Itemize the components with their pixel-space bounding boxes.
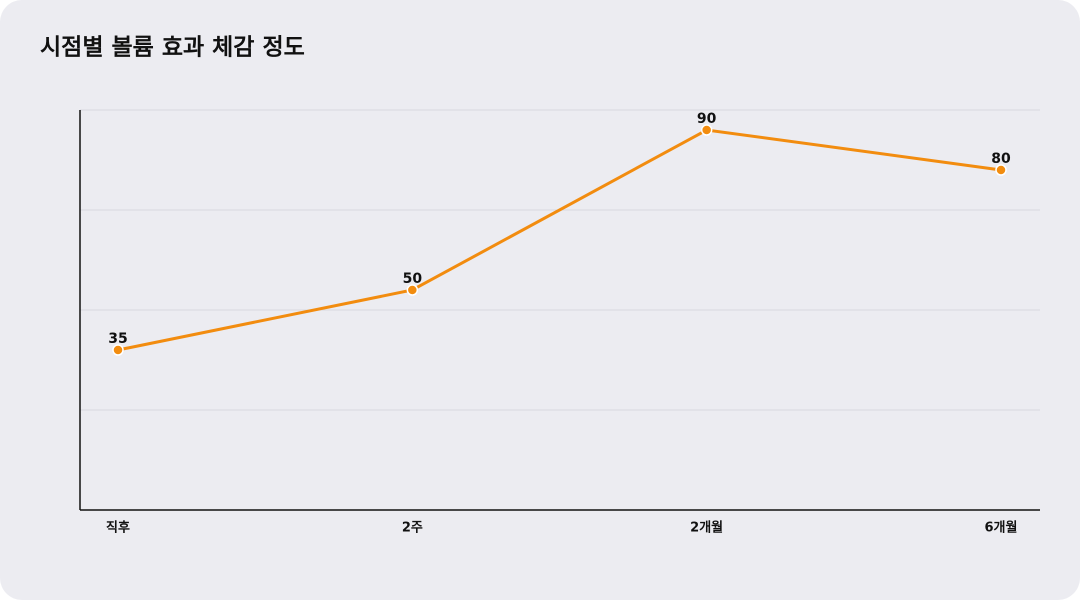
line <box>117 128 1002 352</box>
x-tick-label: 2주 <box>402 521 423 536</box>
data-label: 50 <box>403 271 423 287</box>
point <box>112 344 124 356</box>
data-label: 90 <box>697 111 717 127</box>
point <box>995 164 1007 176</box>
x-tick-label: 직후 <box>106 520 130 536</box>
point <box>406 284 419 296</box>
data-label: 80 <box>991 151 1011 167</box>
data-label: 35 <box>108 331 127 347</box>
point <box>700 124 713 136</box>
chart-title: 시점별 볼륨 효과 체감 정도 <box>40 35 305 61</box>
x-tick-label: 6개월 <box>985 520 1018 536</box>
x-tick-label: 2개월 <box>690 520 723 536</box>
